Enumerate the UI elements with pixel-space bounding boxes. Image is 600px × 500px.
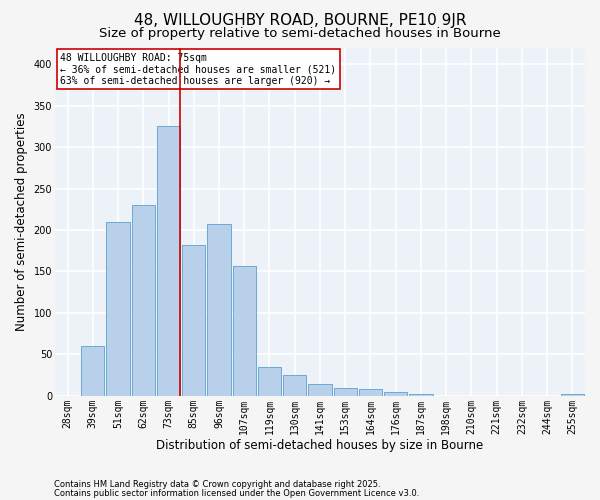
- Text: 48 WILLOUGHBY ROAD: 75sqm
← 36% of semi-detached houses are smaller (521)
63% of: 48 WILLOUGHBY ROAD: 75sqm ← 36% of semi-…: [60, 52, 337, 86]
- Bar: [233, 266, 256, 396]
- Y-axis label: Number of semi-detached properties: Number of semi-detached properties: [15, 112, 28, 331]
- X-axis label: Distribution of semi-detached houses by size in Bourne: Distribution of semi-detached houses by …: [157, 440, 484, 452]
- Bar: [208, 224, 230, 396]
- Bar: [131, 205, 155, 396]
- Bar: [384, 392, 407, 396]
- Bar: [561, 394, 584, 396]
- Text: Size of property relative to semi-detached houses in Bourne: Size of property relative to semi-detach…: [99, 28, 501, 40]
- Bar: [81, 346, 104, 396]
- Bar: [359, 390, 382, 396]
- Text: 48, WILLOUGHBY ROAD, BOURNE, PE10 9JR: 48, WILLOUGHBY ROAD, BOURNE, PE10 9JR: [134, 12, 466, 28]
- Bar: [283, 375, 307, 396]
- Bar: [106, 222, 130, 396]
- Text: Contains public sector information licensed under the Open Government Licence v3: Contains public sector information licen…: [54, 488, 419, 498]
- Bar: [258, 367, 281, 396]
- Text: Contains HM Land Registry data © Crown copyright and database right 2025.: Contains HM Land Registry data © Crown c…: [54, 480, 380, 489]
- Bar: [409, 394, 433, 396]
- Bar: [157, 126, 180, 396]
- Bar: [182, 245, 205, 396]
- Bar: [308, 384, 332, 396]
- Bar: [334, 388, 357, 396]
